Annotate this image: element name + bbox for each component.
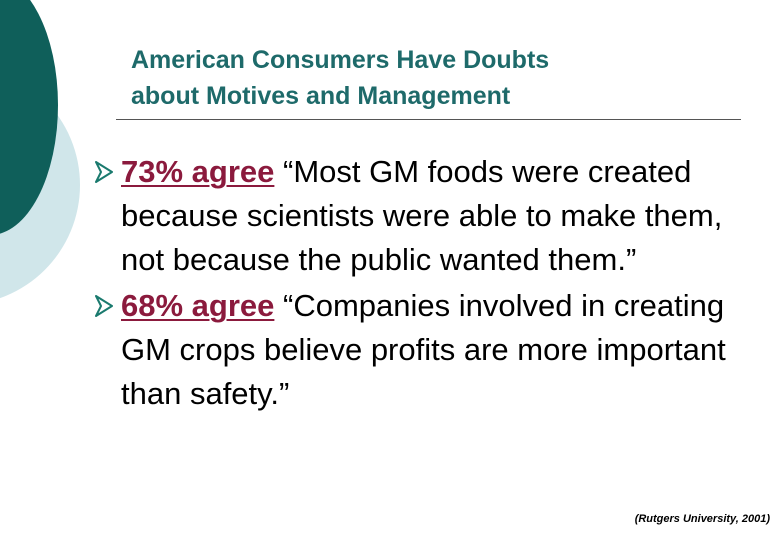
bullet-stat: 68% agree (121, 288, 275, 323)
title-line: American Consumers Have Doubts (131, 46, 550, 74)
slide-title: American Consumers Have Doubts about Mot… (131, 42, 731, 114)
bullet-quote: “Companies involved in creating GM crops… (121, 288, 726, 411)
bullet-list: 73% agree “Most GM foods were created be… (0, 150, 780, 416)
bullet-item: 68% agree “Companies involved in creatin… (0, 284, 761, 416)
bullet-quote: “Most GM foods were created because scie… (121, 154, 723, 277)
bullet-item: 73% agree “Most GM foods were created be… (0, 150, 761, 282)
bullet-stat: 73% agree (121, 154, 275, 189)
arrow-bullet-icon (95, 161, 113, 183)
source-citation: (Rutgers University, 2001) (634, 513, 770, 525)
decorative-circles (0, 0, 80, 299)
dark-circle-shape (0, 0, 58, 234)
title-line: about Motives and Management (131, 82, 511, 110)
title-divider (116, 119, 741, 120)
arrow-bullet-icon (95, 295, 113, 317)
